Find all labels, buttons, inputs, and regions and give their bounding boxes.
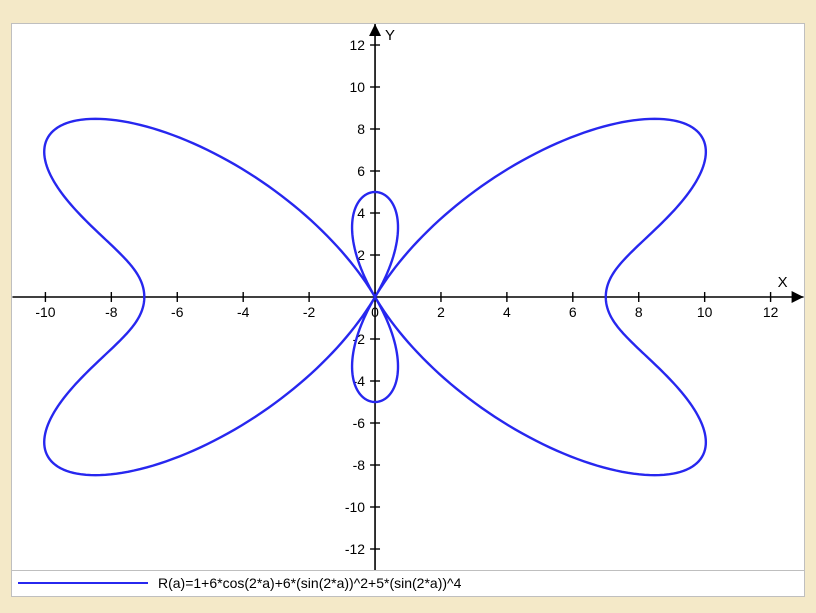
y-tick-label: -12 (345, 540, 365, 556)
y-tick-label: -6 (353, 414, 366, 430)
x-tick-label: -2 (303, 303, 316, 319)
x-tick-label: 2 (437, 303, 445, 319)
chart-svg: XY-10-8-6-4-2024681012-12-10-8-6-4-22468… (12, 24, 804, 570)
legend-text: R(a)=1+6*cos(2*a)+6*(sin(2*a))^2+5*(sin(… (158, 575, 461, 591)
legend: R(a)=1+6*cos(2*a)+6*(sin(2*a))^2+5*(sin(… (11, 571, 805, 597)
x-axis-label: X (778, 274, 788, 291)
x-tick-label: 0 (371, 303, 379, 319)
chart-container: XY-10-8-6-4-2024681012-12-10-8-6-4-22468… (3, 7, 813, 607)
plot-area: XY-10-8-6-4-2024681012-12-10-8-6-4-22468… (11, 23, 805, 571)
x-tick-label: -6 (171, 303, 184, 319)
x-tick-label: 4 (503, 303, 511, 319)
x-tick-label: 8 (635, 303, 643, 319)
x-tick-label: 6 (569, 303, 577, 319)
x-tick-label: 10 (697, 303, 713, 319)
y-tick-label: 8 (357, 120, 365, 136)
y-axis-label: Y (385, 26, 395, 43)
y-tick-label: 6 (357, 162, 365, 178)
x-tick-label: -4 (237, 303, 250, 319)
y-tick-label: 4 (357, 204, 365, 220)
y-tick-label: -8 (353, 456, 366, 472)
x-tick-label: -10 (35, 303, 55, 319)
x-tick-label: -8 (105, 303, 118, 319)
y-tick-label: 12 (350, 36, 366, 52)
y-tick-label: -10 (345, 498, 365, 514)
legend-line (18, 582, 148, 584)
y-tick-label: 10 (350, 78, 366, 94)
x-tick-label: 12 (763, 303, 779, 319)
